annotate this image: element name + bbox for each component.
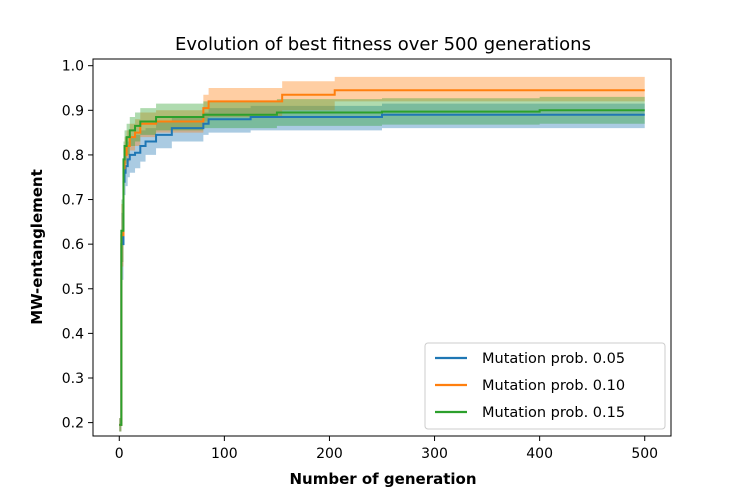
y-tick-label: 0.4 [62, 326, 84, 342]
line-series-1 [119, 113, 645, 426]
line-series-3 [119, 109, 645, 426]
x-tick-label: 400 [526, 446, 553, 462]
y-tick-label: 0.7 [62, 193, 84, 209]
confidence-bands [119, 76, 645, 432]
x-tick-label: 0 [115, 446, 124, 462]
legend-label-3: Mutation prob. 0.15 [482, 405, 625, 421]
y-tick-label: 0.8 [62, 148, 84, 164]
legend: Mutation prob. 0.05 Mutation prob. 0.10 Mu… [424, 342, 666, 430]
y-tick-label: 0.5 [62, 282, 84, 298]
band-series-1 [119, 103, 645, 432]
y-tick-label: 0.2 [62, 416, 84, 432]
chart-title: Evolution of best fitness over 500 gener… [175, 34, 591, 55]
x-axis-ticks: 0 100 200 300 400 500 [115, 436, 658, 462]
y-tick-label: 0.6 [62, 237, 84, 253]
legend-label-1: Mutation prob. 0.05 [482, 351, 625, 367]
y-axis-title: MW-entanglement [28, 169, 46, 325]
series-lines [119, 89, 645, 426]
y-axis-ticks: 0.2 0.3 0.4 0.5 0.6 0.7 0.8 0.9 1.0 [62, 59, 93, 432]
y-tick-label: 1.0 [62, 59, 84, 75]
x-tick-label: 500 [631, 446, 658, 462]
y-tick-label: 0.9 [62, 103, 84, 119]
x-axis-title: Number of generation [289, 470, 476, 488]
x-tick-label: 300 [421, 446, 448, 462]
x-tick-label: 100 [211, 446, 238, 462]
y-tick-label: 0.3 [62, 371, 84, 387]
x-tick-label: 200 [316, 446, 343, 462]
band-series-2 [119, 76, 645, 432]
legend-box [424, 342, 666, 430]
legend-label-2: Mutation prob. 0.10 [482, 378, 625, 394]
plot-frame [92, 58, 672, 437]
